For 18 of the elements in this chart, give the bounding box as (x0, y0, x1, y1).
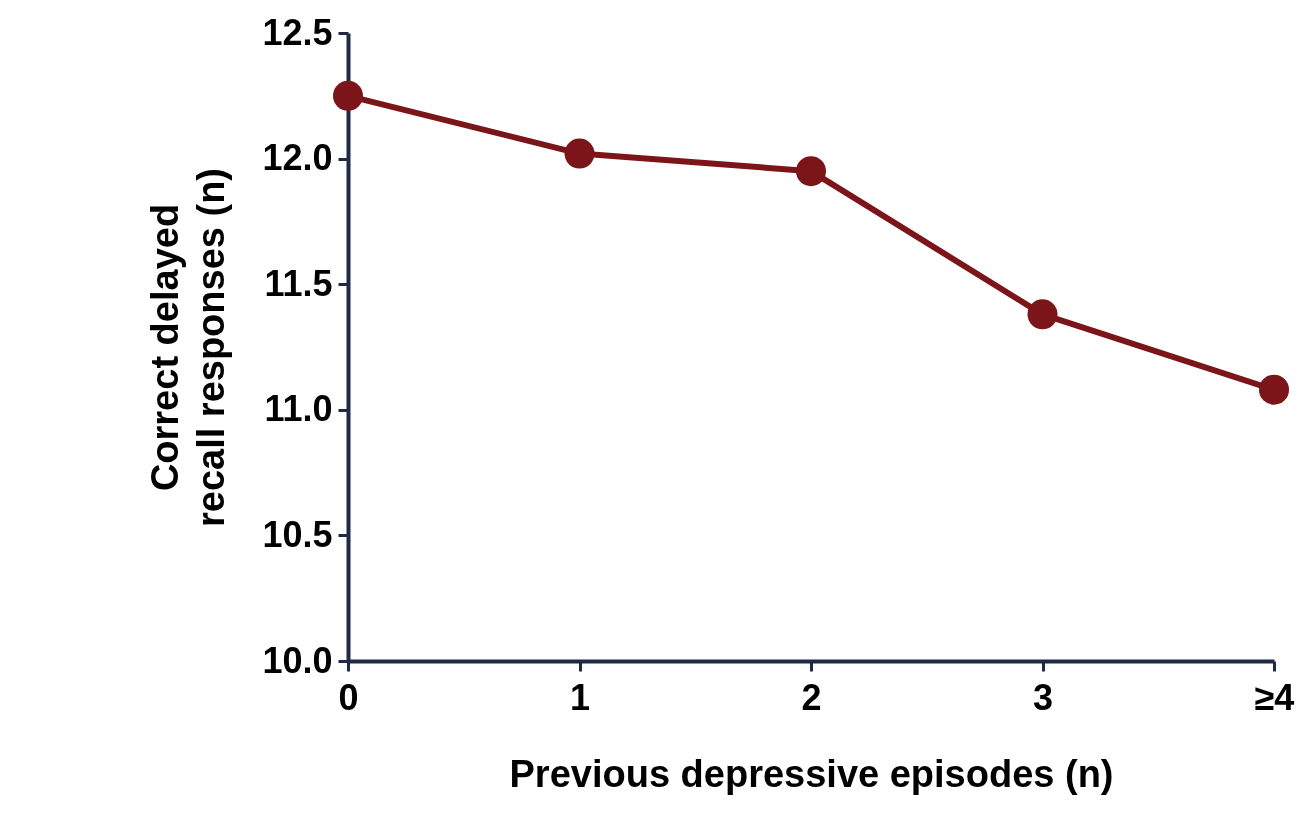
y-axis-title: Correct delayed recall responses (n) (144, 167, 233, 528)
x-tick-label: 2 (801, 676, 822, 718)
y-tick-label: 11.5 (264, 262, 333, 304)
x-axis-title: Previous depressive episodes (n) (509, 752, 1114, 795)
x-tick-label: 3 (1032, 676, 1054, 718)
point (333, 80, 363, 111)
y-tick-label: 10.0 (262, 639, 333, 681)
point (564, 138, 595, 169)
point (796, 156, 826, 187)
x-tick-label: 1 (569, 676, 591, 718)
x-tick-label: ≥4 (1254, 676, 1295, 718)
x-tick-label: 0 (338, 676, 359, 718)
y-tick-label: 12.5 (262, 11, 333, 53)
point (1027, 299, 1058, 330)
y-tick-label: 11.0 (264, 388, 333, 430)
point (1259, 374, 1289, 405)
y-tick-label: 12.0 (262, 137, 333, 179)
y-tick-label: 10.5 (262, 513, 333, 555)
